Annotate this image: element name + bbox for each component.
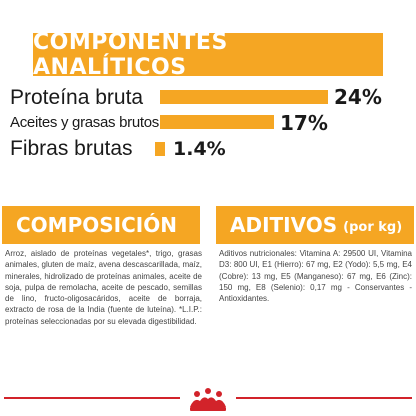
fat-row: Aceites y grasas brutos bbox=[10, 114, 159, 131]
analytic-components-title: COMPONENTES ANALÍTICOS bbox=[33, 29, 228, 80]
fat-bar bbox=[160, 115, 274, 129]
protein-label: Proteína bruta bbox=[10, 86, 144, 109]
fiber-value: 1.4% bbox=[173, 138, 226, 160]
fat-label: Aceites y grasas brutos bbox=[10, 114, 160, 131]
fiber-bar bbox=[155, 142, 165, 156]
fiber-label: Fibras brutas bbox=[10, 137, 133, 160]
footer-line-left bbox=[4, 397, 180, 399]
protein-row: Proteína bruta bbox=[10, 86, 143, 110]
additives-banner: ADITIVOS (por kg) bbox=[216, 206, 414, 244]
fat-value: 17% bbox=[280, 111, 328, 135]
composition-banner: COMPOSICIÓN bbox=[2, 206, 200, 244]
analytic-components-banner: COMPONENTES ANALÍTICOS bbox=[33, 30, 383, 80]
composition-text: Arroz, aislado de proteínas vegetales*, … bbox=[5, 249, 202, 326]
composition-title: COMPOSICIÓN bbox=[16, 213, 177, 237]
fiber-row: Fibras brutas bbox=[10, 137, 133, 161]
additives-title: ADITIVOS bbox=[230, 213, 338, 237]
protein-value: 24% bbox=[334, 85, 382, 109]
additives-text: Aditivos nutricionales: Vitamina A: 2950… bbox=[219, 249, 412, 304]
footer-line-right bbox=[236, 397, 412, 399]
royal-canin-crown-logo-icon bbox=[190, 388, 226, 411]
protein-bar bbox=[160, 90, 328, 104]
additives-subtitle: (por kg) bbox=[343, 219, 403, 235]
